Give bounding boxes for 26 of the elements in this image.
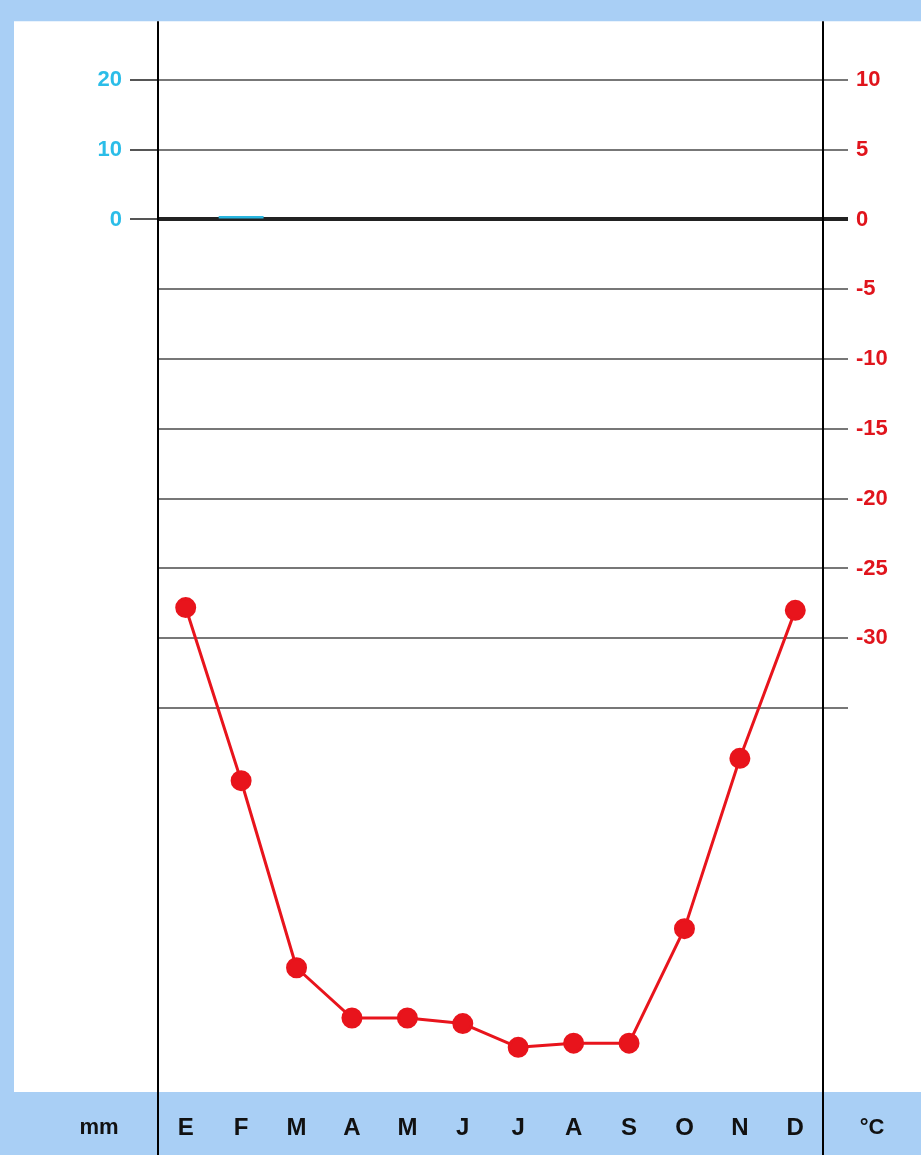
x-tick-label: A xyxy=(564,1113,583,1141)
x-tick-label: J xyxy=(511,1113,525,1141)
y-tick-label: 10 xyxy=(97,135,122,161)
y-tick-label: 0 xyxy=(109,205,122,231)
x-tick-label: F xyxy=(233,1113,249,1141)
x-tick-label: O xyxy=(675,1113,694,1141)
x-tick-label: N xyxy=(731,1113,749,1141)
x-tick-label: S xyxy=(621,1113,638,1141)
x-tick-label: D xyxy=(786,1113,804,1141)
y2-tick-label: -25 xyxy=(856,554,888,580)
y2-tick-label: -15 xyxy=(856,414,888,440)
y2-tick-label: -5 xyxy=(856,275,876,301)
x-tick-label: E xyxy=(177,1113,194,1141)
y2-tick-label: 10 xyxy=(856,65,881,91)
x-tick-label: A xyxy=(343,1113,361,1141)
y2-tick-label: -30 xyxy=(856,624,888,650)
y-tick-label: 20 xyxy=(97,65,122,91)
y2-tick-label: 0 xyxy=(856,205,869,231)
x-tick-label: M xyxy=(286,1113,307,1141)
y2-axis-title: °C xyxy=(859,1113,885,1139)
y2-tick-label: 5 xyxy=(856,135,869,161)
x-tick-label: M xyxy=(397,1113,418,1141)
y-axis-title: mm xyxy=(79,1113,119,1139)
y2-tick-label: -10 xyxy=(856,345,888,371)
y2-tick-label: -20 xyxy=(856,484,888,510)
x-tick-label: J xyxy=(456,1113,470,1141)
